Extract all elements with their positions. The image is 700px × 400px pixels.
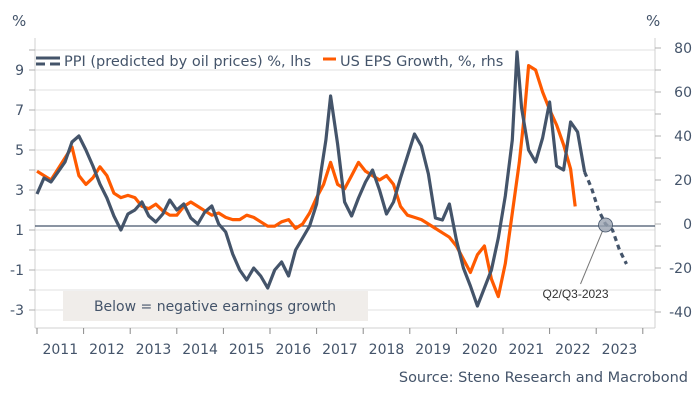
left-tick-label: 5 [15, 143, 24, 159]
q2-q3-2023-callout: Q2/Q3-2023 [542, 217, 613, 301]
left-axis-ticks: 9 7 5 3 1 -1 -3 [10, 49, 35, 319]
x-tick-label: 2011 [42, 342, 78, 358]
x-tick-label: 2013 [136, 342, 172, 358]
callout-label: Q2/Q3-2023 [542, 287, 608, 301]
x-tick-label: 2018 [369, 342, 405, 358]
legend-item-ppi: PPI (predicted by oil prices) %, lhs [36, 54, 311, 70]
left-tick-label: 7 [15, 103, 24, 119]
legend-label-eps: US EPS Growth, %, rhs [340, 54, 503, 70]
note-background [63, 291, 368, 321]
legend-item-eps: US EPS Growth, %, rhs [323, 54, 503, 70]
source-note: Source: Steno Research and Macrobond [399, 370, 688, 386]
left-tick-label: 1 [15, 223, 24, 239]
axes [34, 38, 656, 329]
right-tick-label: -20 [669, 261, 692, 277]
left-axis-unit: % [12, 12, 26, 30]
right-axis-unit: % [646, 12, 660, 30]
x-tick-label: 2012 [89, 342, 125, 358]
negative-earnings-note: Below = negative earnings growth [63, 291, 368, 321]
x-tick-label: 2017 [322, 342, 358, 358]
left-tick-label: 3 [15, 183, 24, 199]
right-tick-label: 40 [674, 129, 692, 145]
x-tick-label: 2019 [415, 342, 451, 358]
ppi-line [35, 50, 587, 308]
x-tick-label: 2015 [229, 342, 265, 358]
left-tick-label: -3 [10, 303, 24, 319]
right-tick-label: 60 [674, 85, 692, 101]
x-tick-label: 2021 [508, 342, 544, 358]
x-tick-label: 2014 [182, 342, 218, 358]
left-tick-label: 9 [15, 63, 24, 79]
right-axis-ticks: 80 60 40 20 0 -20 -40 [655, 41, 692, 321]
grid-lines [35, 49, 655, 311]
x-axis-ticks: 2011 2012 2013 2014 2015 2016 2017 2018 2019 2020… [36, 328, 644, 358]
note-text: Below = negative earnings growth [94, 299, 336, 315]
callout-marker [598, 217, 613, 233]
right-tick-label: -40 [669, 305, 692, 321]
right-tick-label: 0 [683, 217, 692, 233]
eps-line [36, 63, 577, 299]
legend-label-ppi: PPI (predicted by oil prices) %, lhs [64, 54, 311, 70]
x-tick-label: 2020 [462, 342, 498, 358]
x-tick-label: 2016 [275, 342, 311, 358]
x-tick-label: 2022 [555, 342, 591, 358]
legend: PPI (predicted by oil prices) %, lhs US … [36, 54, 503, 70]
right-tick-label: 20 [674, 173, 692, 189]
right-tick-label: 80 [674, 41, 692, 57]
x-tick-label: 2023 [602, 342, 638, 358]
callout-leader-line [580, 230, 603, 285]
left-tick-label: -1 [10, 263, 24, 279]
